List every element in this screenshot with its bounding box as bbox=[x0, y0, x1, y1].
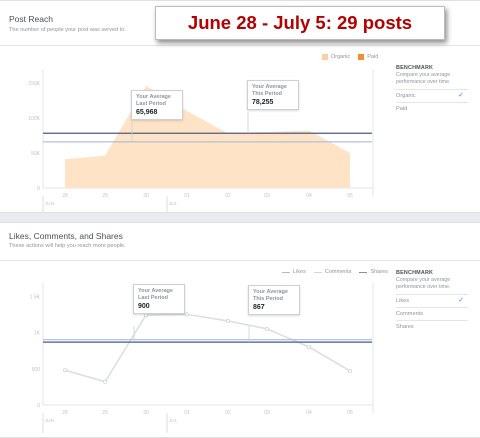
y-tick-label: 50K bbox=[31, 151, 41, 157]
x-tick-label: 03 bbox=[264, 193, 270, 199]
y-tick-label: 150K bbox=[28, 81, 40, 87]
engagement-last-period-callout: Your Average Last Period 900 bbox=[133, 284, 185, 314]
x-tick-label: 02 bbox=[225, 410, 231, 416]
likes-point bbox=[264, 326, 269, 331]
legend-organic[interactable]: Organic bbox=[322, 54, 350, 60]
date-range-text: June 28 - July 5: 29 posts bbox=[187, 12, 413, 33]
month-label: JUL bbox=[169, 201, 178, 206]
likes-point bbox=[225, 318, 230, 323]
x-tick-label: 30 bbox=[143, 410, 149, 416]
panel-divider bbox=[0, 45, 480, 46]
x-tick-label: 01 bbox=[184, 193, 190, 199]
reach-legend: Organic Paid bbox=[322, 54, 378, 60]
likes-point bbox=[306, 345, 311, 350]
benchmark-option-paid[interactable]: Paid bbox=[396, 106, 408, 112]
y-tick-label: 100K bbox=[28, 116, 40, 122]
benchmark-title: BENCHMARK bbox=[396, 65, 434, 71]
check-icon: ✓ bbox=[458, 297, 464, 304]
post-reach-subtitle: The number of people your post was serve… bbox=[9, 27, 126, 33]
x-tick-label: 29 bbox=[102, 410, 108, 416]
x-tick-label: 30 bbox=[143, 193, 149, 199]
benchmark-option-comments[interactable]: Comments bbox=[396, 308, 468, 321]
comments-swatch bbox=[313, 271, 322, 273]
engagement-subtitle: These actions will help you reach more p… bbox=[9, 243, 126, 249]
x-tick-label: 05 bbox=[347, 193, 353, 199]
organic-swatch bbox=[322, 54, 328, 60]
reach-last-period-value: 65,968 bbox=[136, 109, 158, 116]
month-label: JUN bbox=[45, 418, 54, 423]
engagement-this-period-callout: Your Average This Period 867 bbox=[248, 285, 300, 315]
engagement-benchmark: BENCHMARK Compare your average performan… bbox=[396, 270, 468, 333]
reach-benchmark: BENCHMARK Compare your average performan… bbox=[396, 65, 468, 115]
engagement-legend: Likes Comments Shares bbox=[282, 269, 388, 275]
legend-comments[interactable]: Comments bbox=[313, 269, 351, 275]
x-tick-label: 03 bbox=[264, 410, 270, 416]
likes-point bbox=[63, 368, 68, 373]
month-label: JUN bbox=[45, 201, 54, 206]
organic-area bbox=[65, 85, 350, 188]
likes-point bbox=[184, 312, 189, 317]
likes-point bbox=[347, 368, 352, 373]
x-tick-label: 04 bbox=[306, 410, 312, 416]
likes-point bbox=[103, 379, 108, 384]
x-tick-label: 02 bbox=[225, 193, 231, 199]
date-range-annotation: June 28 - July 5: 29 posts bbox=[155, 6, 445, 40]
x-tick-label: 28 bbox=[62, 193, 68, 199]
engagement-title: Likes, Comments, and Shares bbox=[9, 231, 123, 241]
reach-this-period-value: 78,255 bbox=[252, 99, 274, 106]
month-label: JUL bbox=[169, 418, 178, 423]
y-tick-label: 500 bbox=[32, 367, 41, 373]
engagement-chart: 1.5K 1K 500 0 28 29 30 01 02 03 04 05 JUN JUL bbox=[30, 283, 374, 433]
x-tick-label: 29 bbox=[102, 193, 108, 199]
legend-likes[interactable]: Likes bbox=[282, 269, 306, 275]
benchmark-subtitle: Compare your average performance over ti… bbox=[396, 72, 451, 85]
y-tick-label: 1K bbox=[34, 331, 41, 337]
x-tick-label: 01 bbox=[184, 410, 190, 416]
check-icon: ✓ bbox=[458, 92, 464, 99]
legend-shares[interactable]: Shares bbox=[359, 269, 388, 275]
benchmark-option-shares[interactable]: Shares bbox=[396, 324, 414, 330]
y-tick-label: 1.5K bbox=[30, 294, 41, 300]
likes-line bbox=[64, 313, 351, 383]
x-tick-label: 04 bbox=[306, 193, 312, 199]
x-tick-label: 05 bbox=[347, 410, 353, 416]
y-tick-label: 0 bbox=[37, 186, 40, 192]
post-reach-title: Post Reach bbox=[9, 14, 53, 24]
engagement-last-period-value: 900 bbox=[138, 303, 150, 310]
reach-this-period-callout: Your Average This Period 78,255 bbox=[247, 80, 299, 110]
benchmark-subtitle: Compare your average performance over ti… bbox=[396, 277, 451, 290]
legend-paid[interactable]: Paid bbox=[358, 54, 378, 60]
likes-swatch bbox=[282, 271, 290, 273]
shares-swatch bbox=[359, 271, 368, 273]
panel-divider bbox=[0, 260, 480, 261]
engagement-panel: Likes, Comments, and Shares These action… bbox=[0, 222, 480, 438]
benchmark-title: BENCHMARK bbox=[396, 270, 434, 276]
engagement-this-period-value: 867 bbox=[253, 304, 265, 311]
paid-swatch bbox=[358, 54, 365, 60]
x-tick-label: 28 bbox=[62, 410, 68, 416]
y-tick-label: 0 bbox=[37, 403, 40, 409]
benchmark-option-likes[interactable]: Likes ✓ bbox=[396, 295, 468, 308]
reach-last-period-callout: Your Average Last Period 65,968 bbox=[131, 90, 183, 120]
benchmark-option-organic[interactable]: Organic ✓ bbox=[396, 90, 468, 103]
